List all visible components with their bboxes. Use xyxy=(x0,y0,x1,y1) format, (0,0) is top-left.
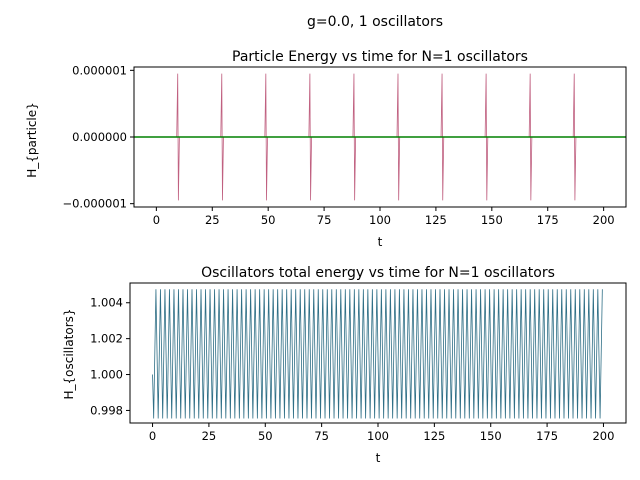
axes-title-oscillators: Oscillators total energy vs time for N=1… xyxy=(201,265,555,281)
y-tick-label-oscillators: 0.998 xyxy=(90,403,123,417)
x-tick-label-particle: 75 xyxy=(317,213,332,227)
x-tick-label-oscillators: 175 xyxy=(536,429,558,443)
y-tick-label-oscillators: 1.000 xyxy=(90,368,123,382)
y-tick-label-particle: −0.000001 xyxy=(62,197,127,211)
x-tick-label-particle: 50 xyxy=(261,213,276,227)
x-tick-label-oscillators: 150 xyxy=(480,429,502,443)
x-tick-label-oscillators: 200 xyxy=(592,429,614,443)
x-axis-label-particle: t xyxy=(378,235,383,249)
x-tick-label-oscillators: 25 xyxy=(202,429,217,443)
axes-oscillator-energy: Oscillators total energy vs time for N=1… xyxy=(62,265,627,465)
x-tick-label-particle: 175 xyxy=(537,213,559,227)
x-tick-label-oscillators: 75 xyxy=(314,429,329,443)
x-tick-label-particle: 100 xyxy=(369,213,391,227)
x-tick-label-particle: 25 xyxy=(205,213,220,227)
y-tick-label-particle: 0.000000 xyxy=(72,130,127,144)
x-tick-label-particle: 150 xyxy=(481,213,503,227)
y-tick-label-oscillators: 1.002 xyxy=(90,332,123,346)
x-tick-label-oscillators: 50 xyxy=(258,429,273,443)
axes-title-particle: Particle Energy vs time for N=1 oscillat… xyxy=(232,49,528,65)
plot-area-particle xyxy=(134,73,626,201)
x-tick-label-oscillators: 100 xyxy=(367,429,389,443)
x-tick-label-particle: 200 xyxy=(593,213,615,227)
plot-area-oscillators xyxy=(152,289,603,419)
x-axis-label-oscillators: t xyxy=(376,451,381,465)
x-tick-label-oscillators: 0 xyxy=(149,429,156,443)
y-axis-label-particle: H_{particle} xyxy=(25,102,39,178)
y-axis-label-oscillators: H_{oscillators} xyxy=(62,308,76,399)
y-tick-label-oscillators: 1.004 xyxy=(90,296,123,310)
series-line-oscillators-0 xyxy=(152,289,603,419)
x-tick-label-particle: 125 xyxy=(425,213,447,227)
axes-particle-energy: Particle Energy vs time for N=1 oscillat… xyxy=(25,49,627,249)
y-tick-label-particle: 0.000001 xyxy=(72,63,127,77)
figure-suptitle: g=0.0, 1 oscillators xyxy=(307,14,443,30)
x-tick-label-oscillators: 125 xyxy=(423,429,445,443)
x-tick-label-particle: 0 xyxy=(153,213,160,227)
